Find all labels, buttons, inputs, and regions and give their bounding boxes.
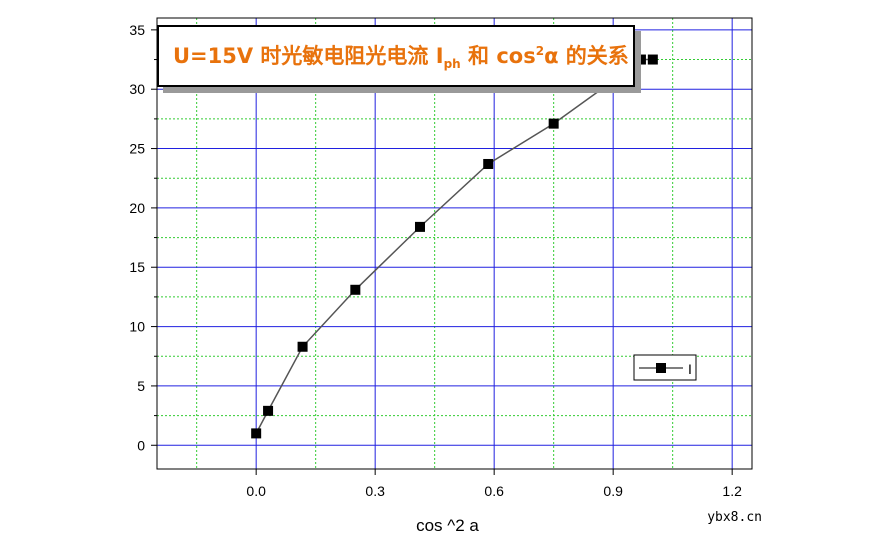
plot-frame bbox=[156, 17, 753, 470]
chart-title-box: U=15V 时光敏电阻光电流 Iph 和 cos2α 的关系 bbox=[157, 25, 635, 87]
y-tick-label: 15 bbox=[129, 259, 145, 275]
data-point bbox=[251, 428, 262, 439]
data-point bbox=[635, 54, 646, 65]
x-tick-labels: 0.0 0.3 0.6 0.9 1.2 bbox=[246, 483, 742, 499]
data-point bbox=[548, 118, 559, 129]
x-axis-title: cos ^2 a bbox=[416, 516, 479, 535]
x-tick-label: 0.0 bbox=[246, 483, 266, 499]
data-point bbox=[483, 158, 494, 169]
data-point bbox=[350, 284, 361, 295]
y-tick-label: 5 bbox=[137, 378, 145, 394]
data-point bbox=[297, 341, 308, 352]
axis-ticks bbox=[151, 29, 733, 475]
x-tick-label: 0.3 bbox=[365, 483, 385, 499]
y-tick-label: 20 bbox=[129, 200, 145, 216]
y-tick-labels: 0 5 10 15 20 25 30 35 bbox=[129, 22, 145, 453]
legend-label: I bbox=[688, 361, 692, 377]
x-tick-label: 0.6 bbox=[484, 483, 504, 499]
y-tick-label: 10 bbox=[129, 319, 145, 335]
data-markers bbox=[251, 54, 658, 439]
y-tick-label: 35 bbox=[129, 22, 145, 38]
x-tick-label: 1.2 bbox=[722, 483, 742, 499]
y-tick-label: 30 bbox=[129, 81, 145, 97]
data-point bbox=[414, 221, 425, 232]
watermark: ybx8.cn bbox=[707, 510, 762, 525]
y-tick-label: 25 bbox=[129, 141, 145, 157]
data-point bbox=[647, 54, 658, 65]
legend: I bbox=[633, 354, 697, 381]
y-tick-label: 0 bbox=[137, 437, 145, 453]
x-tick-label: 0.9 bbox=[603, 483, 623, 499]
chart-title: U=15V 时光敏电阻光电流 Iph 和 cos2α 的关系 bbox=[173, 44, 629, 72]
data-point bbox=[263, 405, 274, 416]
legend-marker bbox=[656, 363, 666, 373]
